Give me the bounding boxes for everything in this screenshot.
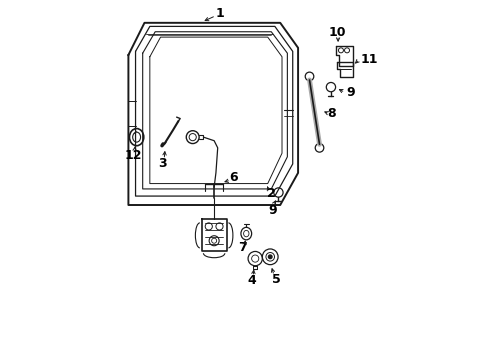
Circle shape [268,255,271,258]
Text: 2: 2 [266,187,275,200]
Text: 9: 9 [268,204,277,217]
Text: 7: 7 [238,241,246,255]
Text: 9: 9 [346,86,354,99]
Text: 12: 12 [124,149,142,162]
Text: 10: 10 [328,26,346,39]
Text: 4: 4 [247,274,256,287]
Text: 11: 11 [360,53,377,66]
Text: 8: 8 [327,107,336,120]
Text: 1: 1 [215,8,224,21]
Text: 5: 5 [272,273,281,286]
Text: 3: 3 [158,157,166,170]
Text: 6: 6 [228,171,237,184]
